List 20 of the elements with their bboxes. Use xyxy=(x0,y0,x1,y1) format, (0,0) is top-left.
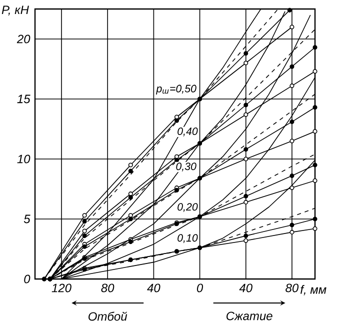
annotation: 0,10 xyxy=(178,234,198,243)
x-axis-title: f, мм xyxy=(300,285,326,296)
x-tick-label: 80 xyxy=(101,284,114,292)
y-tick-label: 0 xyxy=(24,274,30,284)
y-axis-title: P, кН xyxy=(2,6,29,16)
y-tick-label: 20 xyxy=(16,34,30,44)
x-tick-label: 40 xyxy=(239,284,252,292)
annotation: 0,30 xyxy=(176,162,196,172)
y-tick-label: 5 xyxy=(24,214,30,224)
x-tick-label: 40 xyxy=(147,284,160,292)
text: Отбой xyxy=(88,312,128,321)
annotation: p$_{ш}$=0,50 xyxy=(156,84,196,94)
x-tick-label: 0 xyxy=(196,284,204,292)
y-tick-label: 15 xyxy=(17,94,30,104)
x-tick-label: 120 xyxy=(52,284,72,292)
x-tick-label: 80 xyxy=(286,284,299,292)
annotation: 0,20 xyxy=(178,203,198,212)
y-tick-label: 10 xyxy=(17,154,30,164)
text: Сжатие xyxy=(226,312,272,320)
annotation: 0,40 xyxy=(178,128,198,136)
